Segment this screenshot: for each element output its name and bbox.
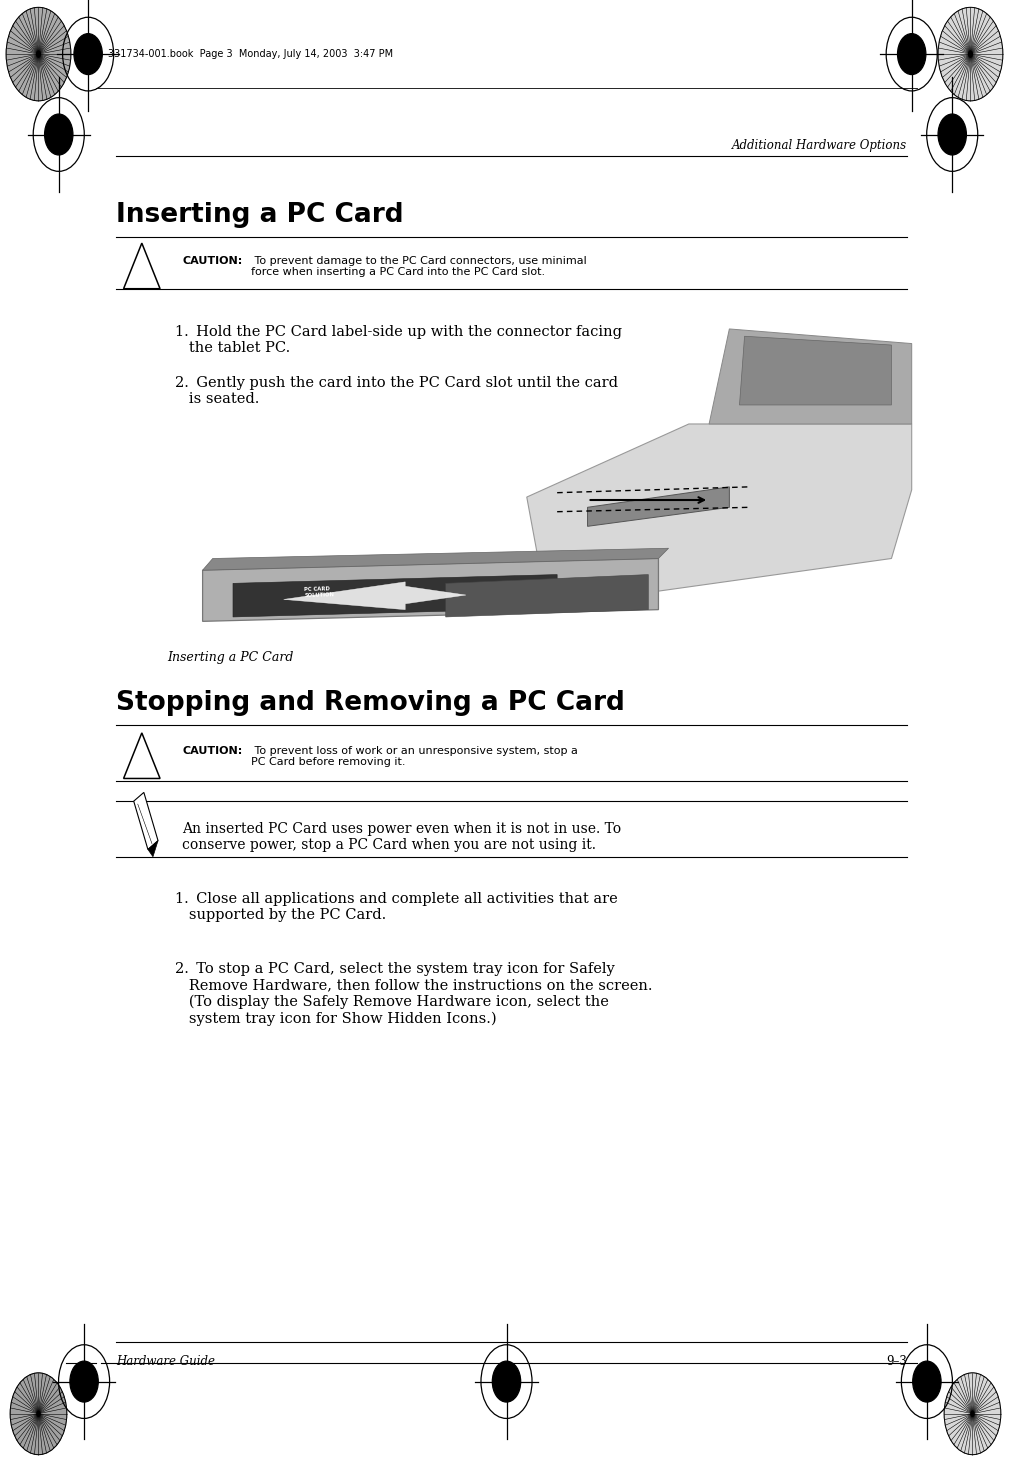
Circle shape: [45, 114, 73, 155]
Polygon shape: [233, 575, 557, 617]
Circle shape: [35, 50, 42, 58]
Circle shape: [938, 7, 1003, 101]
Text: 1. Hold the PC Card label-side up with the connector facing
   the tablet PC.: 1. Hold the PC Card label-side up with t…: [175, 325, 622, 355]
Text: Inserting a PC Card: Inserting a PC Card: [167, 651, 294, 664]
Text: PC CARD
SOLUTION: PC CARD SOLUTION: [304, 586, 334, 598]
Text: Hardware Guide: Hardware Guide: [116, 1355, 216, 1368]
Text: Inserting a PC Card: Inserting a PC Card: [116, 202, 404, 228]
Text: To prevent loss of work or an unresponsive system, stop a
PC Card before removin: To prevent loss of work or an unresponsi…: [251, 746, 578, 768]
Circle shape: [10, 1373, 67, 1455]
Text: Additional Hardware Options: Additional Hardware Options: [731, 139, 907, 152]
Polygon shape: [588, 487, 729, 526]
Text: To prevent damage to the PC Card connectors, use minimal
force when inserting a : To prevent damage to the PC Card connect…: [251, 256, 587, 278]
Polygon shape: [446, 575, 648, 617]
Text: CAUTION:: CAUTION:: [182, 256, 242, 266]
Circle shape: [74, 34, 102, 75]
Polygon shape: [527, 424, 912, 607]
Polygon shape: [709, 329, 912, 424]
Circle shape: [967, 50, 973, 58]
Polygon shape: [284, 582, 466, 610]
Polygon shape: [134, 792, 158, 849]
Circle shape: [938, 114, 966, 155]
Circle shape: [6, 7, 71, 101]
Polygon shape: [203, 558, 658, 621]
Circle shape: [944, 1373, 1001, 1455]
Circle shape: [492, 1361, 521, 1402]
Circle shape: [913, 1361, 941, 1402]
Text: Stopping and Removing a PC Card: Stopping and Removing a PC Card: [116, 690, 625, 716]
Circle shape: [70, 1361, 98, 1402]
Text: 1. Close all applications and complete all activities that are
   supported by t: 1. Close all applications and complete a…: [175, 892, 618, 923]
Text: 9–3: 9–3: [885, 1355, 907, 1368]
Circle shape: [970, 1411, 975, 1417]
Polygon shape: [148, 841, 158, 857]
Polygon shape: [739, 336, 891, 405]
Text: CAUTION:: CAUTION:: [182, 746, 242, 756]
Text: 2. Gently push the card into the PC Card slot until the card
   is seated.: 2. Gently push the card into the PC Card…: [175, 376, 618, 406]
Text: An inserted PC Card uses power even when it is not in use. To
conserve power, st: An inserted PC Card uses power even when…: [182, 822, 621, 852]
Circle shape: [36, 1411, 41, 1417]
Text: 331734-001.book  Page 3  Monday, July 14, 2003  3:47 PM: 331734-001.book Page 3 Monday, July 14, …: [108, 50, 393, 58]
Text: 2. To stop a PC Card, select the system tray icon for Safely
   Remove Hardware,: 2. To stop a PC Card, select the system …: [175, 962, 652, 1025]
Circle shape: [898, 34, 926, 75]
Polygon shape: [203, 548, 669, 570]
